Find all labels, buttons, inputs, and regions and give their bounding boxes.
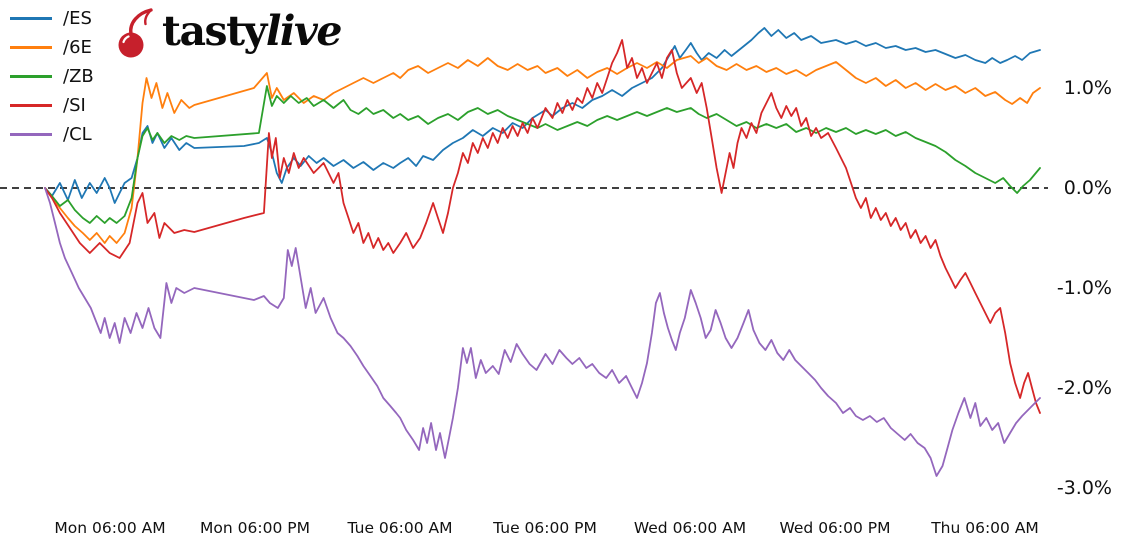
series-line-cl <box>44 187 1041 477</box>
legend-swatch-es <box>10 17 52 20</box>
cherry-logo-icon <box>116 6 158 64</box>
y-axis-label-1pct: 1.0% <box>1063 77 1112 99</box>
x-axis-label-mon-am: Mon 06:00 AM <box>54 519 166 537</box>
legend-item-zb: /ZB <box>10 66 94 87</box>
legend-item-cl: /CL <box>10 124 94 145</box>
y-axis-label-neg3pct: -3.0% <box>1056 477 1112 499</box>
legend-label-es: /ES <box>63 8 92 29</box>
legend-swatch-cl <box>10 133 52 136</box>
x-axis-label-wed-pm: Wed 06:00 PM <box>779 519 891 537</box>
legend-swatch-si <box>10 104 52 107</box>
y-axis-label-0pct: 0.0% <box>1063 177 1112 199</box>
legend-item-es: /ES <box>10 8 94 29</box>
brand-part-tasty: tasty <box>162 7 267 55</box>
x-axis-label-tue-am: Tue 06:00 AM <box>347 519 453 537</box>
y-axis-label-neg1pct: -1.0% <box>1056 277 1112 299</box>
y-axis-label-neg2pct: -2.0% <box>1056 377 1112 399</box>
x-axis-label-thu-am: Thu 06:00 AM <box>931 519 1039 537</box>
series-line-zb <box>44 85 1041 224</box>
legend-swatch-6e <box>10 46 52 49</box>
brand-wordmark: tastylive <box>162 4 343 58</box>
legend-swatch-zb <box>10 75 52 78</box>
x-axis-label-tue-pm: Tue 06:00 PM <box>493 519 597 537</box>
legend-item-6e: /6E <box>10 37 94 58</box>
legend-label-zb: /ZB <box>63 66 94 87</box>
legend-item-si: /SI <box>10 95 94 116</box>
x-axis-label-wed-am: Wed 06:00 AM <box>633 519 747 537</box>
tastylive-logo: tastylive <box>116 4 343 64</box>
x-axis-label-mon-pm: Mon 06:00 PM <box>200 519 310 537</box>
series-line-6e <box>44 55 1041 244</box>
brand-part-live: live <box>265 7 343 55</box>
series-line-es <box>44 27 1041 204</box>
legend-label-6e: /6E <box>63 37 92 58</box>
legend-label-si: /SI <box>63 95 86 116</box>
legend-label-cl: /CL <box>63 124 92 145</box>
series-line-si <box>44 39 1041 414</box>
chart-legend: /ES /6E /ZB /SI /CL <box>10 8 94 145</box>
